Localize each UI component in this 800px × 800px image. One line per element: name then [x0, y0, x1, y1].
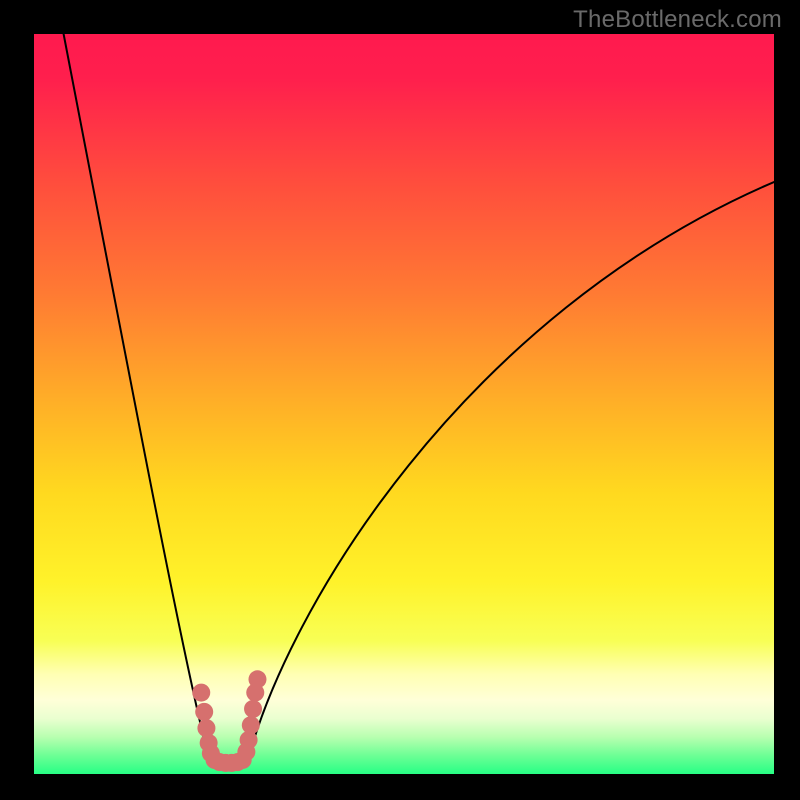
- plot-area: [34, 34, 774, 774]
- valley-marker: [244, 700, 262, 718]
- curve-layer: [34, 34, 774, 774]
- valley-marker: [248, 670, 266, 688]
- bottleneck-curve: [64, 34, 774, 764]
- valley-marker: [195, 703, 213, 721]
- watermark-text: TheBottleneck.com: [573, 6, 782, 34]
- valley-markers: [192, 670, 266, 772]
- valley-marker: [242, 716, 260, 734]
- valley-marker: [192, 684, 210, 702]
